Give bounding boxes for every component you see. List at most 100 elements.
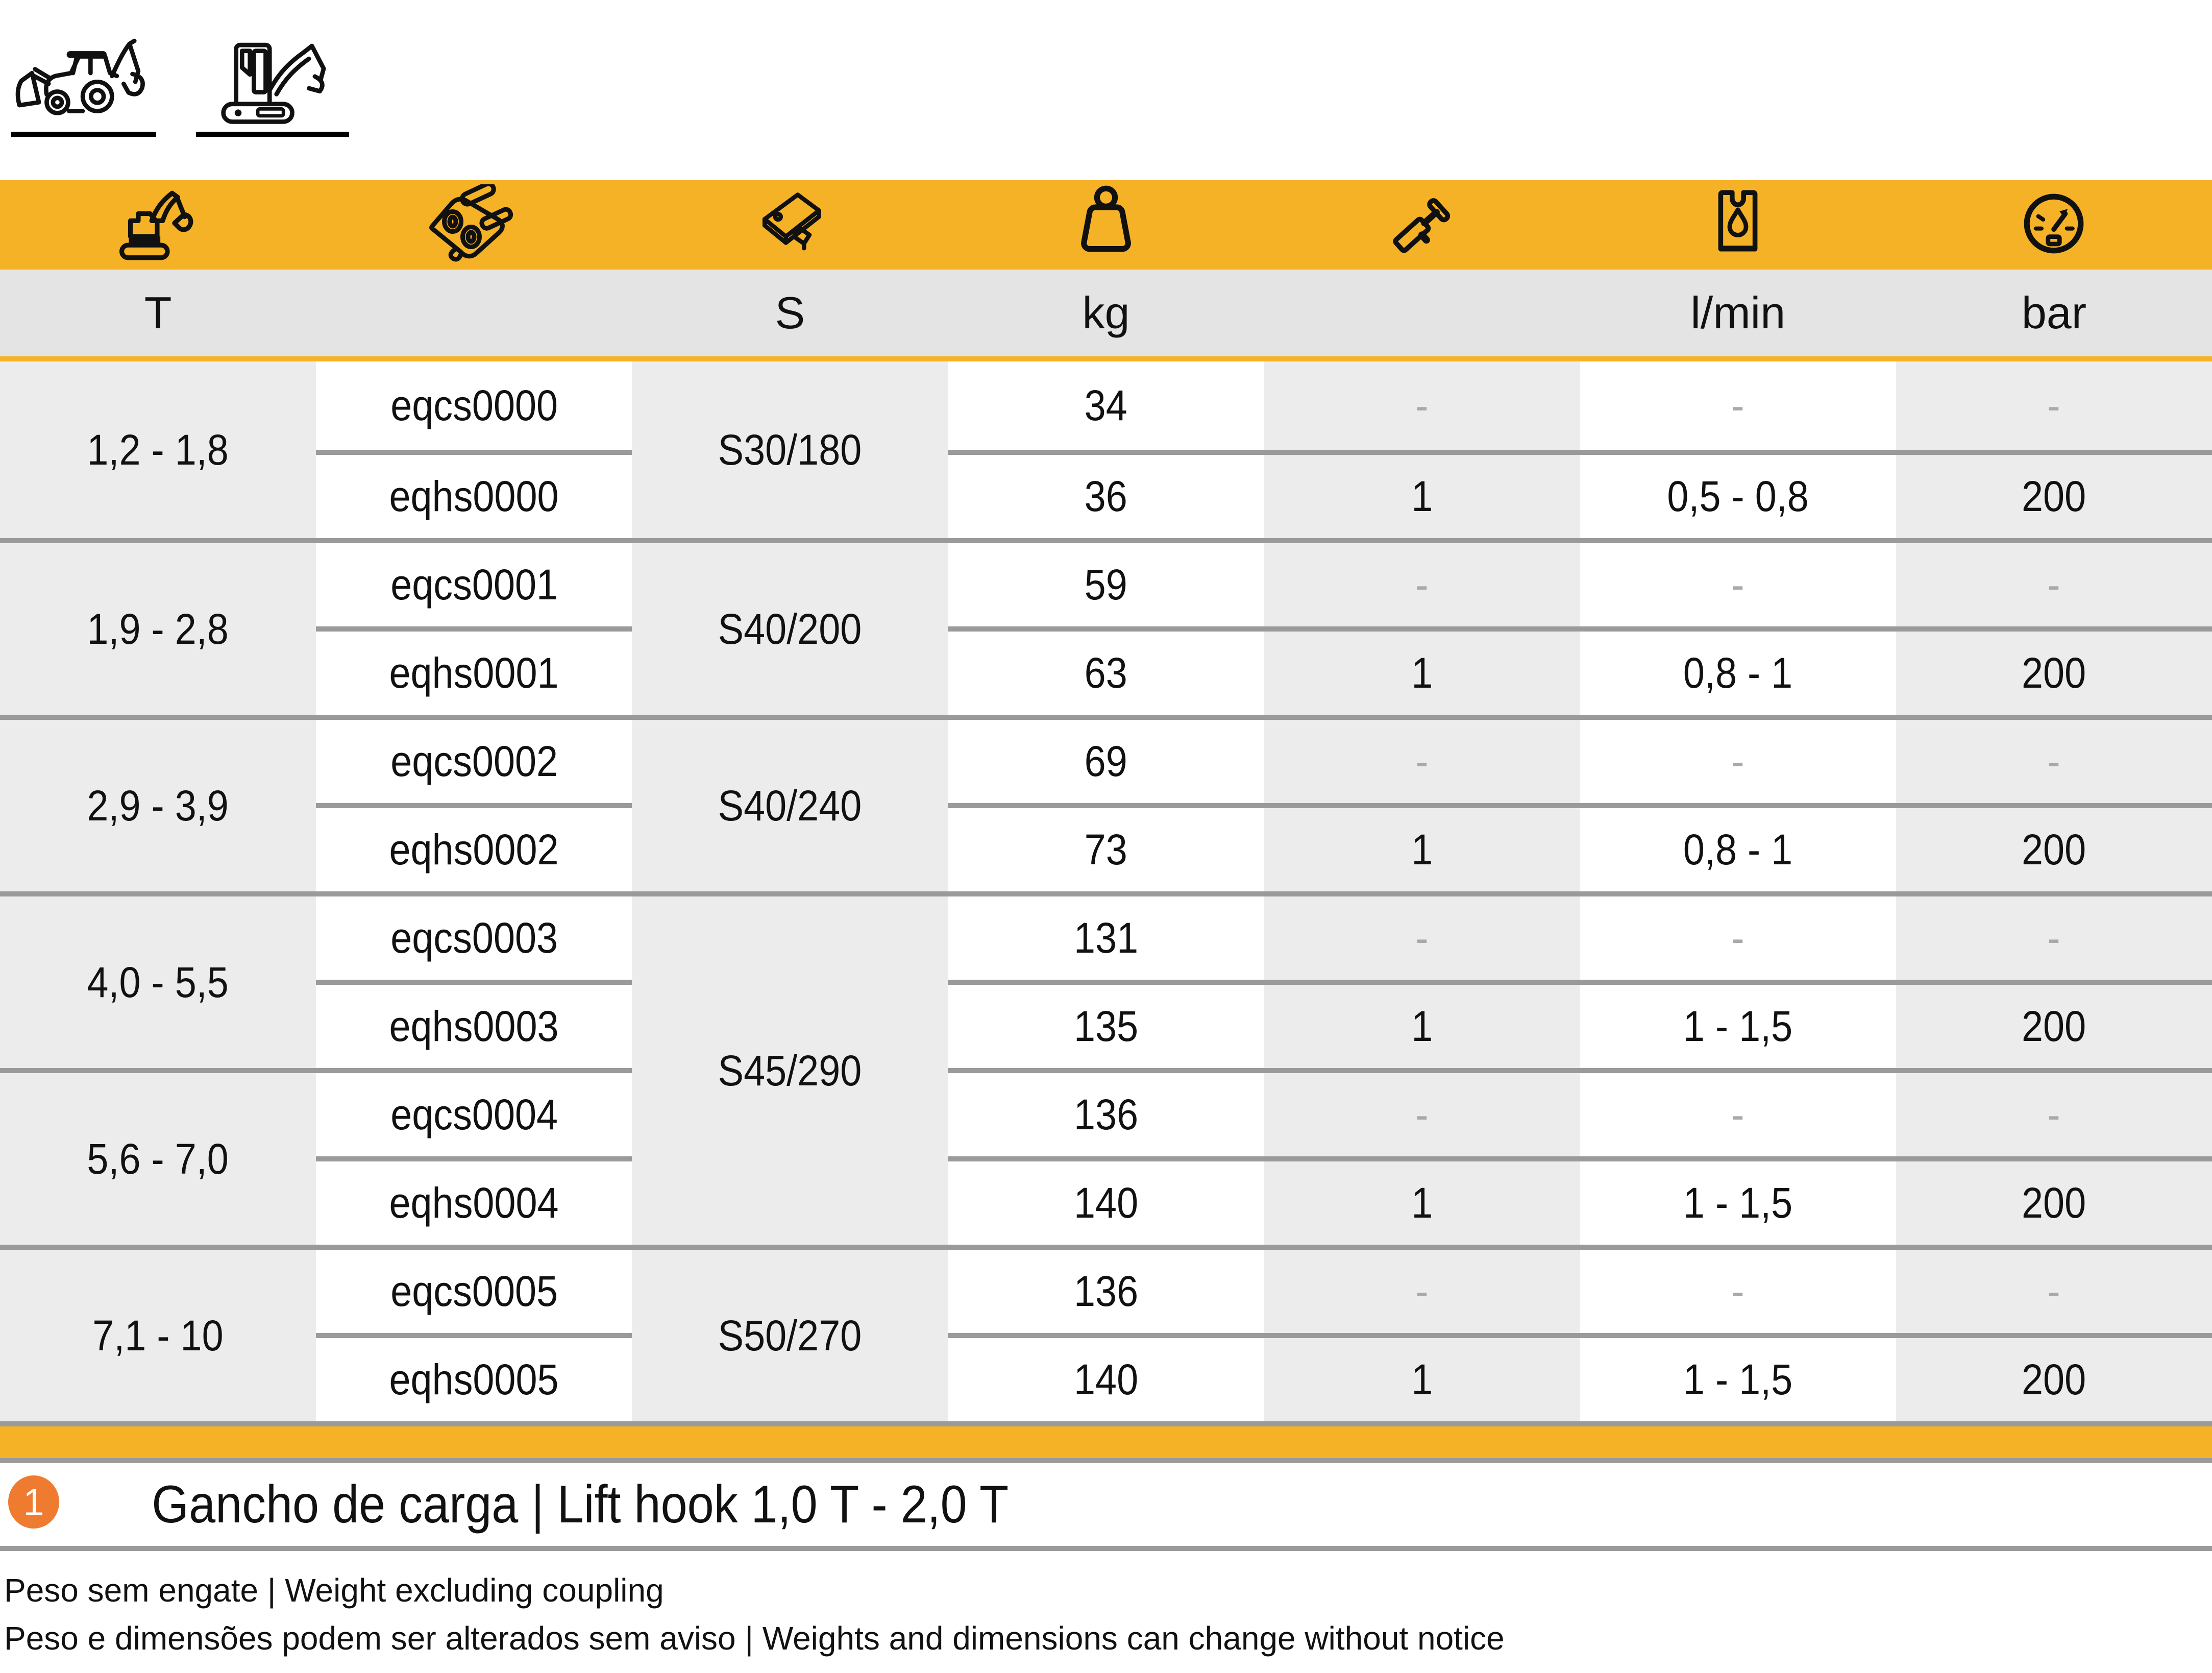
s-size: S30/180: [632, 361, 948, 538]
s-plate-icon: [743, 184, 837, 266]
t-range: 2,9 - 3,9: [0, 715, 316, 891]
header-cell-splate: [632, 180, 948, 270]
table-bottom-yellow-bar: [0, 1426, 2212, 1458]
weight-icon: [1065, 183, 1147, 267]
flow-value: -: [1580, 1245, 1896, 1333]
cylinder-count: -: [1264, 361, 1580, 450]
pressure-gauge-icon: [2013, 183, 2095, 267]
product-code: eqcs0003: [316, 891, 632, 980]
flow-value: -: [1580, 1068, 1896, 1156]
unit-label-s: S: [632, 270, 948, 361]
tab-mini-excavator[interactable]: [196, 8, 349, 137]
pressure-value: 200: [1896, 1333, 2212, 1421]
footer-note-disclaimer: Peso e dimensões podem ser alterados sem…: [4, 1620, 1505, 1657]
unit-cell-empty-code: [316, 270, 632, 361]
quick-coupler-icon: [421, 181, 528, 266]
oil-flow-icon: [1697, 183, 1779, 267]
cylinder-count: -: [1264, 538, 1580, 626]
cylinder-count: 1: [1264, 803, 1580, 891]
header-cell-coupler: [316, 180, 632, 270]
header-cell-machine: [0, 180, 316, 270]
weight-value: 63: [948, 626, 1264, 715]
flow-value: -: [1580, 891, 1896, 980]
backhoe-loader-icon: [10, 20, 158, 132]
t-range: 5,6 - 7,0: [0, 1068, 316, 1245]
product-code: eqcs0001: [316, 538, 632, 626]
cylinder-count: 1: [1264, 450, 1580, 538]
pressure-value: -: [1896, 361, 2212, 450]
table-bottom-rule-bottom: [0, 1458, 2212, 1463]
header-cell-oil: [1580, 180, 1896, 270]
pressure-value: 200: [1896, 450, 2212, 538]
weight-value: 73: [948, 803, 1264, 891]
pressure-value: -: [1896, 715, 2212, 803]
t-range: 1,9 - 2,8: [0, 538, 316, 715]
unit-label-tonnage: T: [0, 270, 316, 361]
tab-backhoe-loader[interactable]: [11, 8, 156, 137]
s-size: S45/290: [632, 891, 948, 1245]
footnote-row: 1 Gancho de carga | Lift hook 1,0 T - 2,…: [0, 1463, 2212, 1546]
pressure-value: -: [1896, 1068, 2212, 1156]
flow-value: 1 - 1,5: [1580, 1333, 1896, 1421]
footnote-number-badge: 1: [8, 1475, 59, 1529]
hydraulic-cylinder-icon: [1381, 183, 1463, 267]
product-code: eqhs0005: [316, 1333, 632, 1421]
product-code: eqhs0004: [316, 1156, 632, 1245]
table-bottom-rule-top: [0, 1421, 2212, 1426]
cylinder-count: 1: [1264, 1333, 1580, 1421]
weight-value: 131: [948, 891, 1264, 980]
weight-value: 136: [948, 1245, 1264, 1333]
cylinder-count: -: [1264, 715, 1580, 803]
spec-table: T S kg l/min bar 1,2 - 1,8 eqcs0000 eqhs…: [0, 180, 2212, 1421]
flow-value: 1 - 1,5: [1580, 1156, 1896, 1245]
product-code: eqcs0005: [316, 1245, 632, 1333]
cylinder-count: 1: [1264, 626, 1580, 715]
pressure-value: 200: [1896, 803, 2212, 891]
pressure-value: -: [1896, 891, 2212, 980]
product-code: eqhs0003: [316, 980, 632, 1068]
s-size: S40/240: [632, 715, 948, 891]
weight-value: 69: [948, 715, 1264, 803]
cylinder-count: -: [1264, 891, 1580, 980]
s-size: S50/270: [632, 1245, 948, 1421]
t-range: 1,2 - 1,8: [0, 361, 316, 538]
flow-value: -: [1580, 538, 1896, 626]
unit-label-bar: bar: [1896, 270, 2212, 361]
weight-value: 140: [948, 1333, 1264, 1421]
unit-cell-empty-cyl: [1264, 270, 1580, 361]
flow-value: 1 - 1,5: [1580, 980, 1896, 1068]
footnote-bottom-rule: [0, 1546, 2212, 1551]
weight-value: 36: [948, 450, 1264, 538]
weight-value: 59: [948, 538, 1264, 626]
product-code: eqcs0002: [316, 715, 632, 803]
weight-value: 135: [948, 980, 1264, 1068]
footnote-text: Gancho de carga | Lift hook 1,0 T - 2,0 …: [152, 1474, 1009, 1534]
pressure-value: 200: [1896, 626, 2212, 715]
pressure-value: -: [1896, 538, 2212, 626]
unit-label-lmin: l/min: [1580, 270, 1896, 361]
weight-value: 140: [948, 1156, 1264, 1245]
pressure-value: 200: [1896, 1156, 2212, 1245]
cylinder-count: -: [1264, 1245, 1580, 1333]
unit-label-kg: kg: [948, 270, 1264, 361]
mini-excavator-icon: [196, 19, 349, 132]
product-code: eqcs0004: [316, 1068, 632, 1156]
weight-value: 136: [948, 1068, 1264, 1156]
pressure-value: 200: [1896, 980, 2212, 1068]
weight-value: 34: [948, 361, 1264, 450]
s-size: S40/200: [632, 538, 948, 715]
flow-value: 0,8 - 1: [1580, 626, 1896, 715]
excavator-icon: [111, 184, 205, 266]
t-range: 7,1 - 10: [0, 1245, 316, 1421]
flow-value: 0,5 - 0,8: [1580, 450, 1896, 538]
header-cell-weight: [948, 180, 1264, 270]
flow-value: -: [1580, 361, 1896, 450]
cylinder-count: -: [1264, 1068, 1580, 1156]
cylinder-count: 1: [1264, 980, 1580, 1068]
product-code: eqhs0000: [316, 450, 632, 538]
flow-value: -: [1580, 715, 1896, 803]
footer-note-weight: Peso sem engate | Weight excluding coupl…: [4, 1572, 664, 1609]
t-range: 4,0 - 5,5: [0, 891, 316, 1068]
product-code: eqhs0001: [316, 626, 632, 715]
